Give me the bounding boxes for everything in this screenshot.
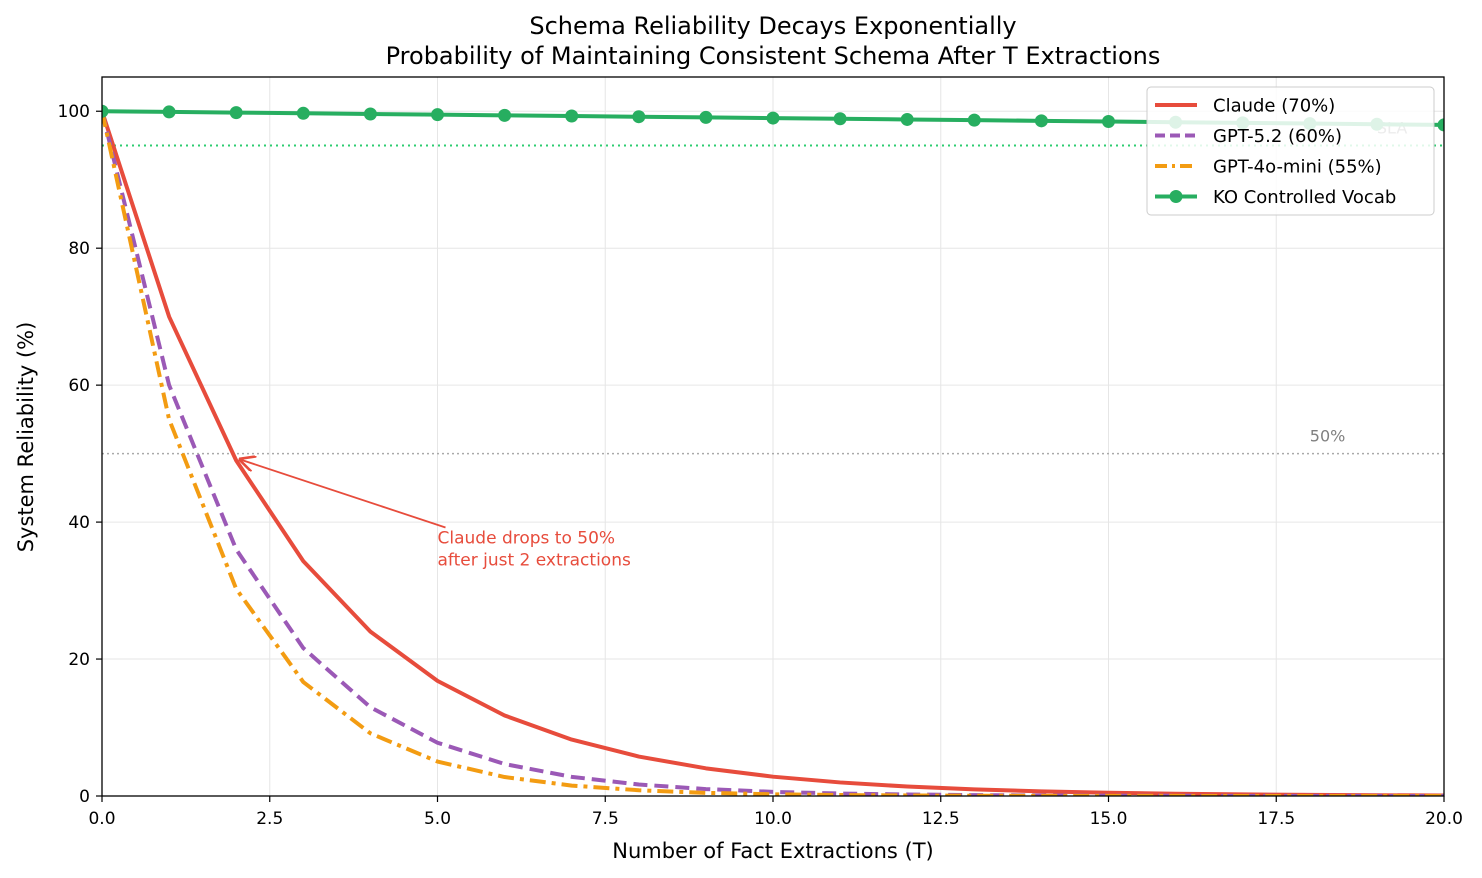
- x-tick-label: 17.5: [1257, 809, 1295, 829]
- legend-frame: [1146, 86, 1435, 216]
- y-tick-label: 40: [68, 513, 90, 533]
- series-point: [498, 108, 512, 122]
- series-point: [1102, 115, 1115, 129]
- chart-title: Schema Reliability Decays Exponentially: [529, 12, 1016, 40]
- annotation-line-2: after just 2 extractions: [438, 550, 631, 570]
- series-line-2: [102, 110, 1444, 796]
- annotation-arrow: [240, 459, 446, 529]
- series-point: [1034, 114, 1048, 128]
- x-tick-label: 10.0: [754, 809, 792, 829]
- x-tick-label: 15.0: [1090, 809, 1128, 829]
- series-point: [565, 109, 579, 123]
- y-tick-label: 60: [68, 376, 90, 396]
- series-point: [632, 110, 646, 124]
- series-point: [967, 113, 981, 127]
- y-axis-ticks: 0 20 40 60 80 100: [58, 102, 102, 807]
- series-point: [162, 105, 176, 119]
- series-point: [229, 106, 243, 120]
- legend-label-0: Claude (70%): [1213, 96, 1335, 117]
- annotation: Claude drops to 50% after just 2 extract…: [240, 459, 631, 570]
- legend-label-1: GPT-5.2 (60%): [1213, 126, 1342, 147]
- series-point: [900, 112, 914, 126]
- chart-subtitle: Probability of Maintaining Consistent Sc…: [386, 42, 1161, 70]
- x-axis-ticks: 0.0 2.5 5.0 7.5 10.0 12.5 15.0 17.5 20.0: [88, 796, 1463, 829]
- y-tick-label: 100: [58, 102, 90, 122]
- legend-marker: [1169, 190, 1183, 203]
- y-axis-label: System Reliability (%): [14, 322, 38, 553]
- x-tick-label: 2.5: [256, 809, 283, 829]
- legend: Claude (70%) GPT-5.2 (60%) GPT-4o-mini (55…: [1146, 86, 1435, 216]
- series-point: [699, 110, 713, 124]
- series-line-0: [102, 110, 1444, 796]
- x-axis-label: Number of Fact Extractions (T): [612, 839, 933, 863]
- series-point: [102, 104, 109, 118]
- legend-label-3: KO Controlled Vocab: [1213, 187, 1396, 208]
- x-tick-label: 5.0: [424, 809, 451, 829]
- legend-label-2: GPT-4o-mini (55%): [1213, 157, 1382, 178]
- y-tick-label: 20: [68, 650, 90, 670]
- series-point: [431, 108, 444, 122]
- series-point: [296, 106, 310, 120]
- series-point: [1437, 118, 1444, 132]
- ref-label-50pct: 50%: [1310, 427, 1346, 446]
- series-point: [363, 107, 377, 121]
- y-tick-label: 80: [68, 239, 90, 259]
- x-tick-label: 20.0: [1425, 809, 1463, 829]
- annotation-line-1: Claude drops to 50%: [438, 528, 616, 548]
- x-tick-label: 0.0: [88, 809, 115, 829]
- y-tick-label: 0: [79, 787, 90, 807]
- series-line-1: [102, 110, 1444, 796]
- series-point: [766, 111, 780, 125]
- x-tick-label: 7.5: [592, 809, 619, 829]
- series-point: [833, 112, 847, 126]
- x-tick-label: 12.5: [922, 809, 960, 829]
